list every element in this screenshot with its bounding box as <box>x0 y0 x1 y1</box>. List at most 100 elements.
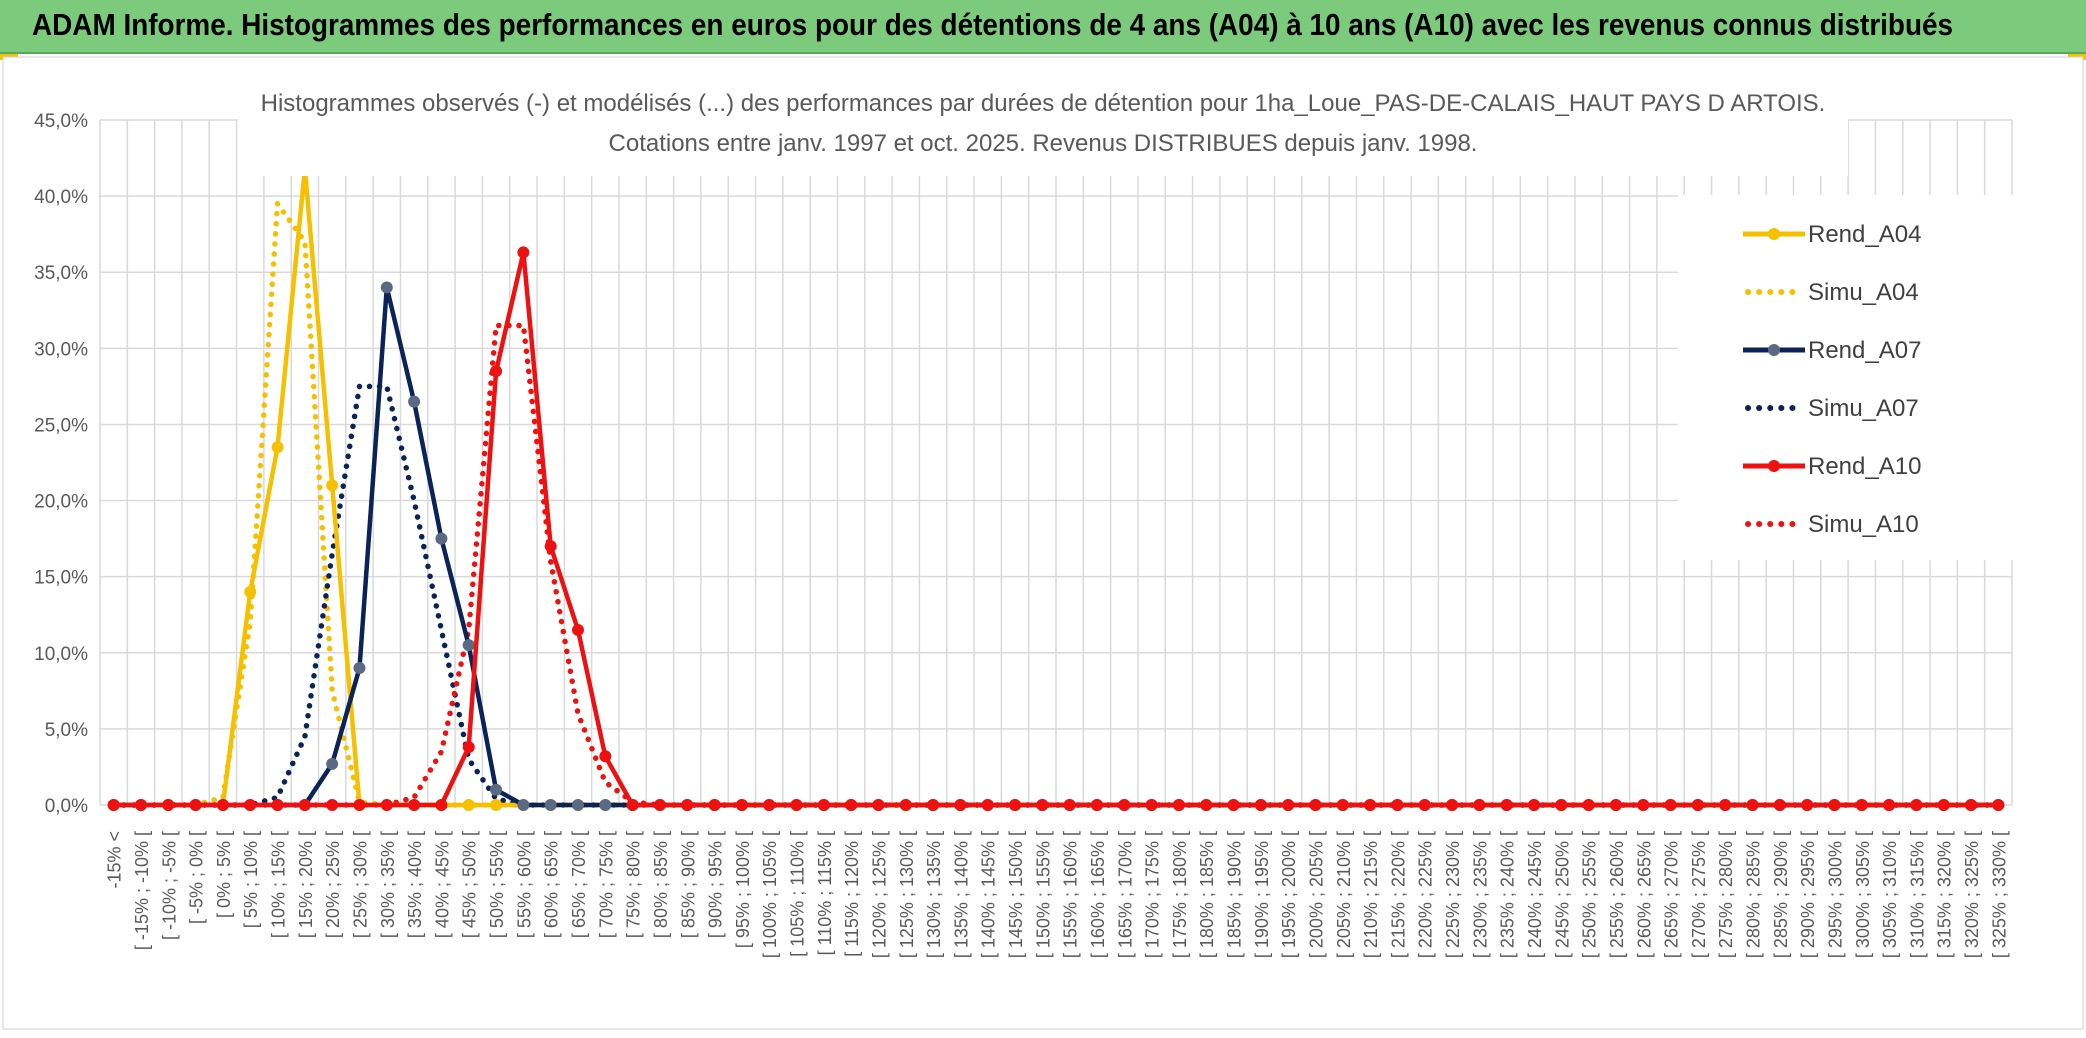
x-tick-label: [ 55% ; 60% [ <box>514 831 534 938</box>
data-point <box>544 540 557 553</box>
x-tick-label: [ 115% ; 120% [ <box>842 831 862 957</box>
x-tick-label: [ 0% ; 5% [ <box>214 831 234 918</box>
y-tick-label: 40,0% <box>34 187 88 208</box>
data-point <box>134 799 147 811</box>
x-tick-label: [ 110% ; 115% [ <box>815 831 835 955</box>
x-tick-label: [ 105% ; 110% [ <box>788 831 808 957</box>
x-tick-label: [ 160% ; 165% [ <box>1088 831 1108 958</box>
x-tick-label: [ 155% ; 160% [ <box>1061 831 1081 958</box>
x-tick-label: [ 320% ; 325% [ <box>1962 831 1982 958</box>
data-point <box>462 639 475 652</box>
data-point <box>517 246 530 259</box>
x-tick-label: [ 80% ; 85% [ <box>651 831 671 938</box>
data-point <box>1172 799 1185 811</box>
data-point <box>462 741 475 754</box>
x-tick-label: [ 35% ; 40% [ <box>405 831 425 938</box>
data-point <box>653 799 666 811</box>
chart-title: Histogrammes observés (-) et modélisés (… <box>261 90 1826 117</box>
legend-marker <box>1768 344 1780 356</box>
data-point <box>1282 799 1295 811</box>
data-point <box>1691 799 1704 811</box>
x-tick-label: [ -10% ; -5% [ <box>159 831 179 940</box>
data-point <box>244 799 257 811</box>
data-point <box>544 799 557 811</box>
data-point <box>817 799 830 811</box>
data-point <box>490 783 503 796</box>
legend-marker <box>1768 228 1780 240</box>
legend-label: Rend_A10 <box>1808 453 1921 480</box>
x-tick-label: [ 190% ; 195% [ <box>1252 831 1272 958</box>
x-tick-label: [ 145% ; 150% [ <box>1006 831 1026 958</box>
data-point <box>326 799 339 811</box>
data-point <box>790 799 803 811</box>
x-tick-label: [ 290% ; 295% [ <box>1798 831 1818 958</box>
data-point <box>1773 799 1786 811</box>
data-point <box>1664 799 1677 811</box>
x-tick-label: -15% < <box>105 831 125 889</box>
data-point <box>244 585 257 598</box>
y-tick-label: 45,0% <box>34 111 88 132</box>
data-point <box>1801 799 1814 811</box>
data-point <box>353 662 366 674</box>
data-point <box>1992 799 2005 811</box>
x-tick-label: [ 40% ; 45% [ <box>432 831 452 938</box>
y-tick-label: 35,0% <box>34 263 88 284</box>
legend-background <box>1678 195 2021 560</box>
data-point <box>1883 799 1896 811</box>
x-tick-label: [ 135% ; 140% [ <box>951 831 971 958</box>
legend-item: Rend_A04 <box>1743 221 1921 248</box>
page-title-text: ADAM Informe. Histogrammes des performan… <box>32 7 1954 42</box>
data-point <box>1855 799 1868 811</box>
data-point <box>353 799 366 811</box>
data-point <box>954 799 967 811</box>
data-point <box>1473 799 1486 811</box>
data-point <box>1254 799 1267 811</box>
data-point <box>1910 799 1923 811</box>
series-Rend_A10 <box>107 246 2005 811</box>
data-point <box>1309 799 1322 811</box>
legend-label: Simu_A04 <box>1808 279 1919 306</box>
data-point <box>845 799 858 811</box>
x-tick-label: [ 170% ; 175% [ <box>1143 831 1163 958</box>
chart-title-background <box>238 82 1848 176</box>
x-tick-label: [ 140% ; 145% [ <box>979 831 999 958</box>
data-point <box>1118 799 1131 811</box>
data-point <box>380 281 393 294</box>
data-point <box>271 799 284 811</box>
data-point <box>1200 799 1213 811</box>
x-tick-label: [ 120% ; 125% [ <box>869 831 889 958</box>
x-tick-label: [ 210% ; 215% [ <box>1361 831 1381 958</box>
x-tick-label: [ 195% ; 200% [ <box>1279 831 1299 958</box>
legend-label: Rend_A04 <box>1808 221 1921 248</box>
data-point <box>1528 799 1540 811</box>
data-point <box>1090 799 1103 811</box>
data-point <box>490 365 503 378</box>
data-point <box>1555 799 1568 811</box>
x-tick-label: [ 180% ; 185% [ <box>1197 831 1217 958</box>
x-tick-label: [ 185% ; 190% [ <box>1225 831 1245 958</box>
x-tick-label: [ 85% ; 90% [ <box>678 831 698 938</box>
chart-subtitle: Cotations entre janv. 1997 et oct. 2025.… <box>609 130 1478 157</box>
data-point <box>1609 799 1622 811</box>
data-point <box>435 532 448 545</box>
x-tick-label: [ 25% ; 30% [ <box>350 831 370 938</box>
y-tick-label: 10,0% <box>34 644 88 665</box>
x-tick-label: [ 15% ; 20% [ <box>296 831 316 938</box>
y-axis: 0,0% 5,0% 10,0% 15,0% 20,0% 25,0% 30,0% 35,0% 40… <box>34 111 88 817</box>
data-point <box>1145 799 1158 811</box>
data-point <box>1036 799 1049 811</box>
data-point <box>271 441 284 454</box>
x-tick-label: [ 45% ; 50% [ <box>460 831 480 938</box>
legend-label: Rend_A07 <box>1808 337 1921 364</box>
data-point <box>1227 799 1240 811</box>
data-point <box>1336 799 1349 811</box>
data-point <box>708 799 721 811</box>
x-tick-label: [ 240% ; 245% [ <box>1525 831 1545 958</box>
legend-item: Rend_A07 <box>1743 337 1921 364</box>
legend-item: Simu_A04 <box>1745 279 1919 306</box>
data-point <box>1937 799 1950 811</box>
data-point <box>326 479 339 492</box>
data-point <box>462 799 475 811</box>
data-point <box>872 799 885 811</box>
x-tick-label: [ 250% ; 255% [ <box>1580 831 1600 958</box>
